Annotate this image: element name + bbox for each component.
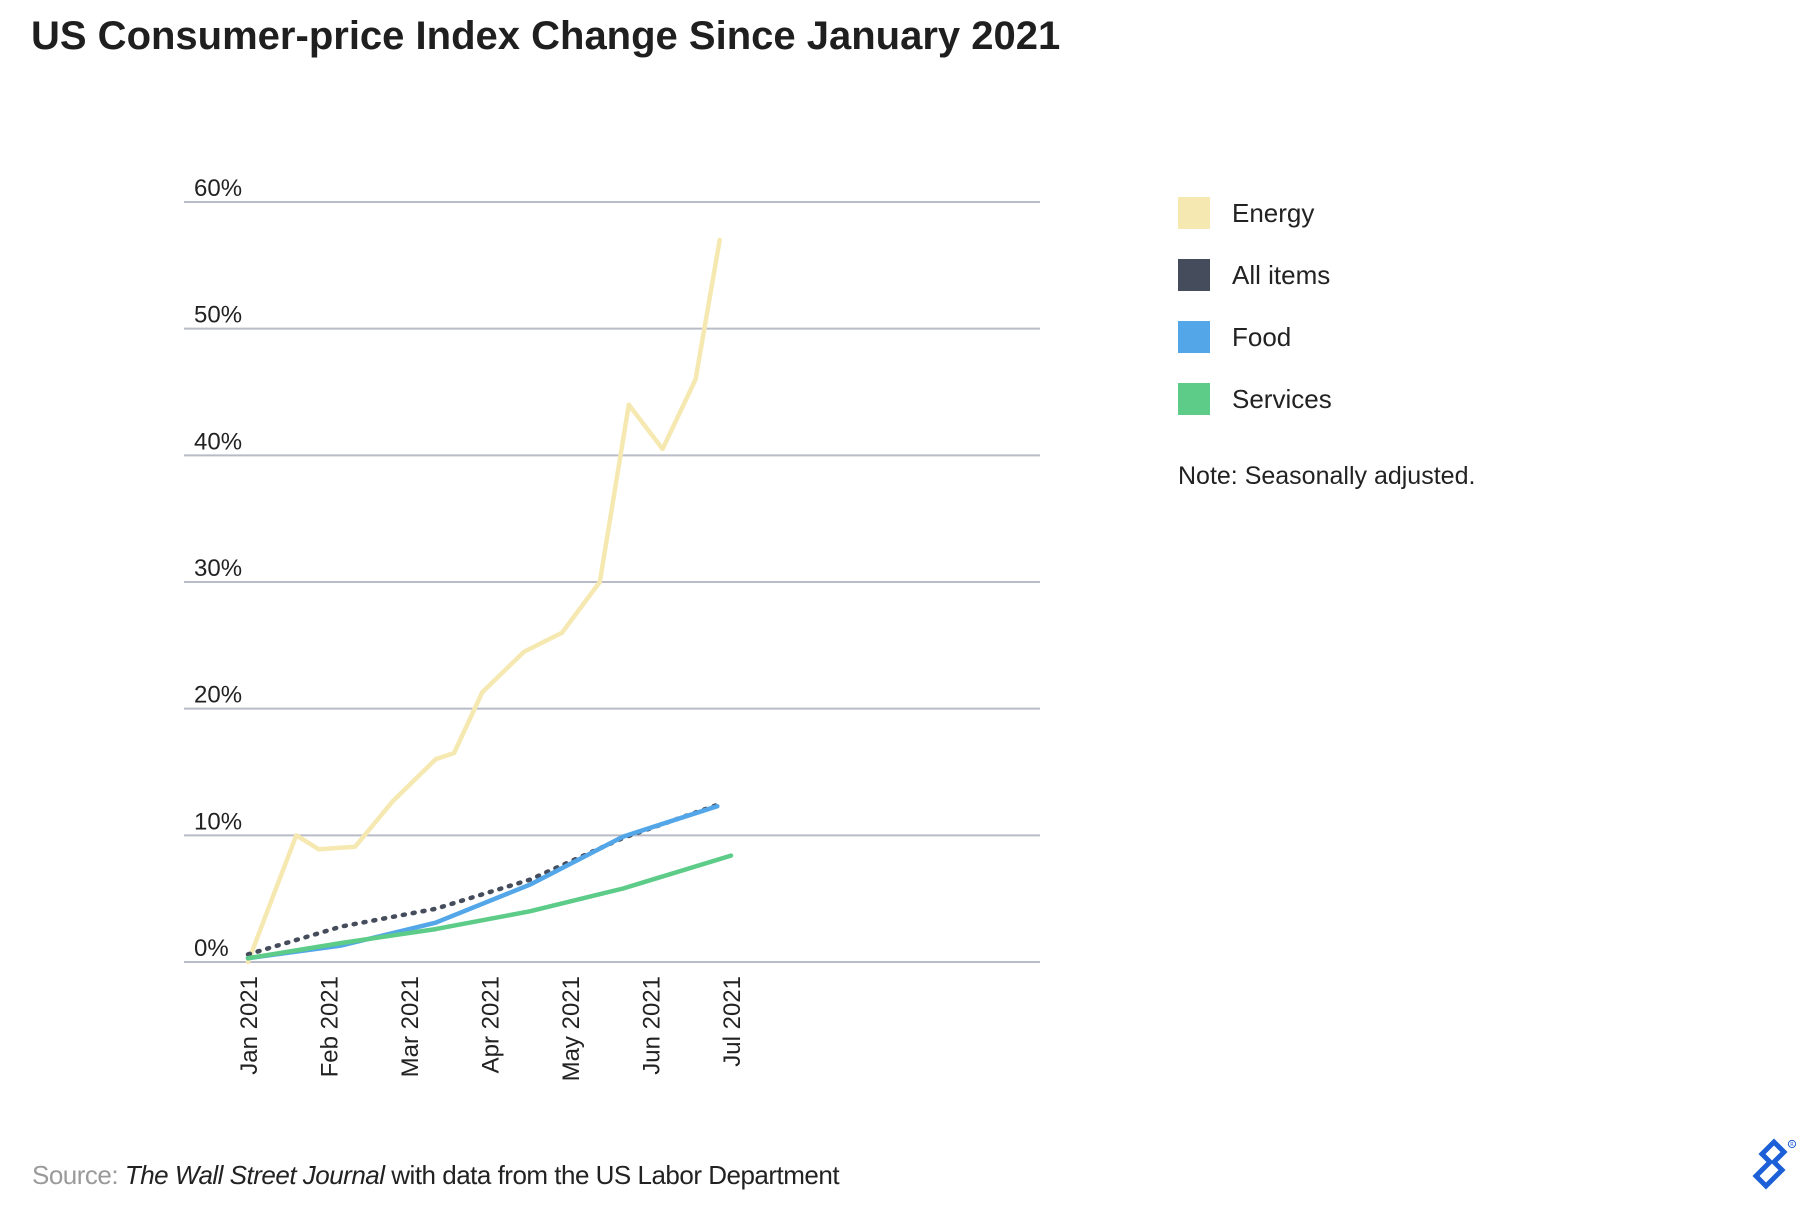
chart-title: US Consumer-price Index Change Since Jan… [31, 14, 1061, 58]
series-lines [245, 237, 734, 965]
y-axis-ticks: 0% 10% 20% 30% 40% 50% 60% [194, 175, 242, 962]
legend-label-services: Services [1232, 383, 1332, 414]
y-tick-label: 30% [194, 555, 242, 582]
y-tick-label: 0% [194, 935, 229, 962]
legend-label-energy: Energy [1232, 197, 1315, 228]
x-tick-label: Feb 2021 [317, 976, 344, 1077]
series-line-services [245, 853, 734, 961]
source-publication: The Wall Street Journal [124, 1160, 385, 1190]
y-tick-label: 20% [194, 682, 242, 709]
legend-item-energy: Energy [1178, 182, 1332, 244]
x-tick-label: Jan 2021 [236, 976, 263, 1075]
y-tick-label: 60% [194, 175, 242, 202]
legend-label-food: Food [1232, 321, 1292, 352]
y-tick-label: 10% [194, 808, 242, 835]
legend-swatch-services [1178, 383, 1210, 415]
legend: Energy All items Food Services [1178, 182, 1332, 430]
legend-item-food: Food [1178, 306, 1332, 368]
x-tick-label: May 2021 [558, 976, 585, 1081]
legend-item-all-items: All items [1178, 244, 1332, 306]
chart-note: Note: Seasonally adjusted. [1178, 462, 1476, 490]
source-credit: Source: The Wall Street Journal with dat… [32, 1160, 840, 1191]
legend-swatch-energy [1178, 197, 1210, 229]
series-line-energy [245, 237, 722, 965]
svg-text:R: R [1790, 1142, 1794, 1148]
toptal-logo-icon[interactable]: R [1748, 1138, 1798, 1192]
legend-label-all-items: All items [1232, 259, 1331, 290]
legend-swatch-food [1178, 321, 1210, 353]
x-axis-ticks: Jan 2021 Feb 2021 Mar 2021 Apr 2021 May 2021… [236, 976, 746, 1081]
x-tick-label: Jun 2021 [639, 976, 666, 1075]
x-tick-label: Apr 2021 [478, 976, 505, 1073]
gridlines [184, 201, 1040, 963]
x-tick-label: Mar 2021 [397, 976, 424, 1077]
source-label: Source: [32, 1160, 119, 1190]
legend-item-services: Services [1178, 368, 1332, 430]
y-tick-label: 40% [194, 428, 242, 455]
x-tick-label: Jul 2021 [719, 976, 746, 1067]
legend-swatch-all-items [1178, 259, 1210, 291]
source-text: with data from the US Labor Department [391, 1160, 840, 1190]
y-tick-label: 50% [194, 302, 242, 329]
